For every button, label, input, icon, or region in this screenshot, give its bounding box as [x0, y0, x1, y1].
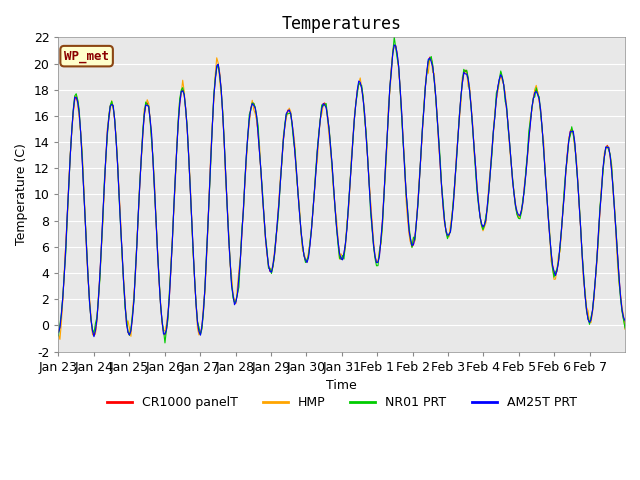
CR1000 panelT — [93, 316, 100, 322]
NR01 PRT — [621, 325, 629, 331]
HMP — [390, 42, 398, 48]
HMP — [461, 70, 469, 76]
CR1000 panelT — [348, 161, 355, 167]
AM25T PRT — [348, 161, 355, 167]
NR01 PRT — [390, 34, 398, 40]
Line: NR01 PRT: NR01 PRT — [58, 37, 625, 343]
Line: CR1000 panelT: CR1000 panelT — [58, 45, 625, 335]
NR01 PRT — [620, 317, 627, 323]
HMP — [620, 312, 627, 318]
HMP — [54, 331, 62, 337]
HMP — [56, 336, 64, 342]
AM25T PRT — [93, 317, 100, 323]
CR1000 panelT — [54, 329, 62, 335]
NR01 PRT — [348, 159, 355, 165]
NR01 PRT — [54, 333, 62, 339]
CR1000 panelT — [390, 42, 398, 48]
AM25T PRT — [621, 318, 629, 324]
X-axis label: Time: Time — [326, 379, 357, 392]
AM25T PRT — [74, 99, 81, 105]
NR01 PRT — [161, 340, 169, 346]
CR1000 panelT — [90, 332, 98, 338]
Title: Temperatures: Temperatures — [282, 15, 402, 33]
AM25T PRT — [390, 42, 398, 48]
HMP — [76, 114, 83, 120]
HMP — [93, 318, 100, 324]
AM25T PRT — [54, 330, 62, 336]
AM25T PRT — [546, 231, 554, 237]
CR1000 panelT — [74, 98, 81, 104]
CR1000 panelT — [621, 319, 629, 325]
HMP — [621, 326, 629, 332]
Legend: CR1000 panelT, HMP, NR01 PRT, AM25T PRT: CR1000 panelT, HMP, NR01 PRT, AM25T PRT — [102, 391, 582, 414]
CR1000 panelT — [620, 316, 627, 322]
CR1000 panelT — [546, 232, 554, 238]
AM25T PRT — [620, 314, 627, 320]
NR01 PRT — [546, 229, 554, 235]
NR01 PRT — [74, 96, 81, 102]
NR01 PRT — [92, 321, 99, 326]
Text: WP_met: WP_met — [64, 49, 109, 63]
Line: AM25T PRT: AM25T PRT — [58, 45, 625, 336]
HMP — [348, 154, 355, 160]
HMP — [546, 226, 554, 232]
Line: HMP: HMP — [58, 45, 625, 339]
AM25T PRT — [461, 71, 469, 77]
NR01 PRT — [461, 69, 469, 74]
CR1000 panelT — [461, 67, 469, 73]
AM25T PRT — [90, 334, 98, 339]
Y-axis label: Temperature (C): Temperature (C) — [15, 144, 28, 245]
